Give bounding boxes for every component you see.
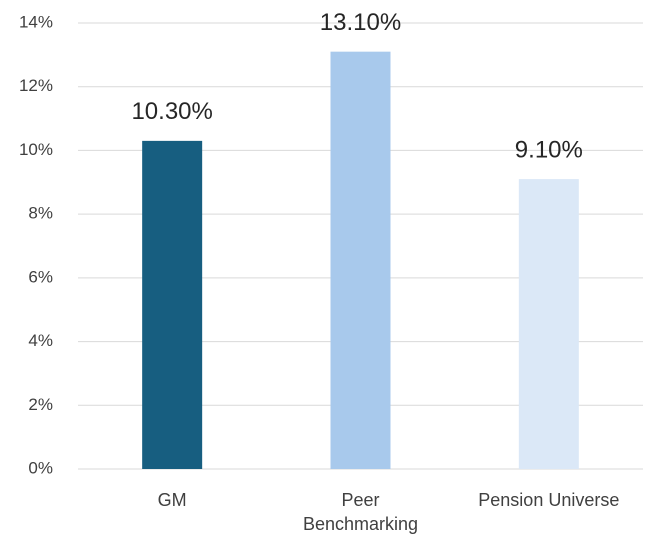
y-tick-label: 4% — [28, 331, 53, 350]
x-tick-label: Pension Universe — [478, 490, 620, 510]
y-tick-label: 14% — [19, 12, 53, 31]
y-tick-label: 6% — [28, 267, 53, 286]
value-label: 13.10% — [320, 9, 401, 36]
bar — [330, 51, 391, 470]
bar — [518, 179, 579, 469]
value-label: 9.10% — [515, 136, 583, 163]
x-tick-label: Peer Benchmarking — [302, 490, 419, 534]
y-tick-label: 8% — [28, 204, 53, 223]
y-tick-label: 12% — [19, 76, 53, 95]
value-label: 10.30% — [131, 98, 212, 125]
x-tick-label: GM — [157, 490, 187, 510]
y-tick-label: 0% — [28, 458, 53, 477]
y-tick-label: 2% — [28, 395, 53, 414]
bar — [142, 140, 203, 469]
y-tick-label: 10% — [19, 140, 53, 159]
